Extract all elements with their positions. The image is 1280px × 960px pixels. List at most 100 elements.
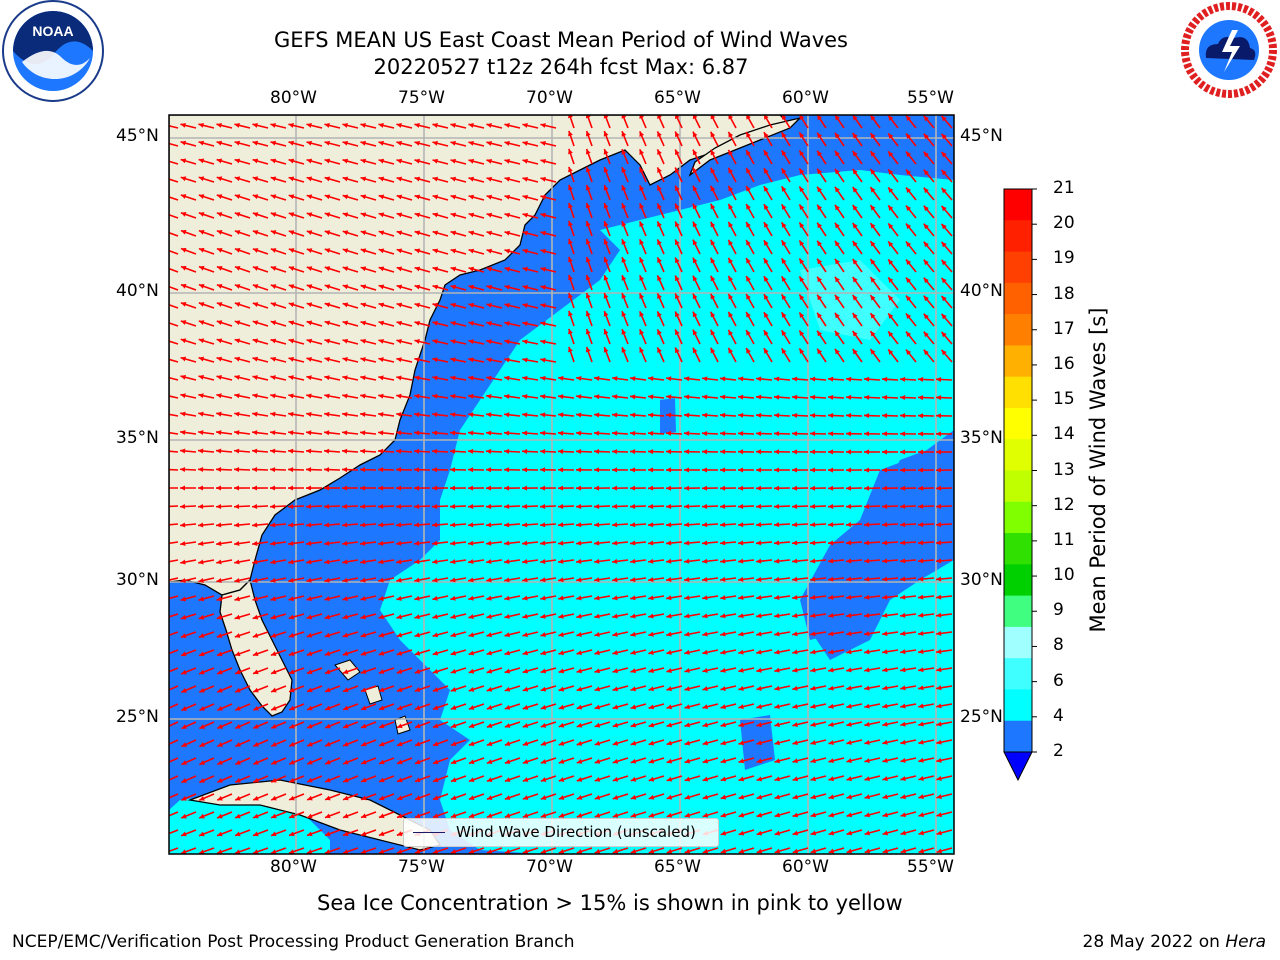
wave-arrow-head	[486, 723, 493, 728]
wave-arrow-head	[817, 348, 823, 355]
wave-arrow-head	[396, 123, 402, 128]
wave-arrow-head	[360, 650, 367, 656]
wave-arrow-head	[504, 284, 510, 290]
wave-arrow-head	[905, 241, 912, 247]
wave-arrow-head	[378, 140, 384, 146]
wave-arrow-head	[468, 849, 475, 854]
wave-arrow-head	[180, 485, 186, 491]
wave-arrow-head	[684, 776, 691, 782]
wave-arrow-head	[199, 706, 205, 711]
wave-arrow-head	[846, 667, 852, 673]
wave-arrow-head	[450, 375, 456, 381]
wave-arrow	[169, 847, 179, 853]
wave-arrow-head	[450, 559, 456, 565]
wave-arrow-head	[684, 848, 691, 854]
wave-arrow-head	[810, 594, 816, 600]
wave-arrow-head	[504, 795, 511, 800]
wave-arrow-head	[720, 776, 727, 782]
wave-arrow-head	[864, 558, 870, 564]
wave-arrow-head	[936, 757, 942, 763]
wave-arrow-head	[360, 375, 366, 381]
wave-arrow-head	[432, 230, 439, 236]
wave-arrow-head	[324, 194, 331, 200]
wave-arrow-head	[360, 302, 367, 308]
wave-arrow-head	[198, 485, 204, 491]
wave-arrow-head	[342, 284, 349, 290]
wave-arrow-head	[486, 266, 492, 272]
wave-arrow-head	[774, 704, 780, 709]
colorbar-label: 12	[1053, 494, 1075, 515]
wave-arrow-head	[585, 238, 591, 245]
wave-arrow-head	[522, 357, 528, 363]
wave-arrow-head	[288, 614, 295, 620]
wave-arrow-head	[621, 167, 627, 173]
wave-arrow-head	[253, 723, 259, 729]
wave-arrow-head	[882, 685, 888, 691]
wave-arrow-head	[870, 241, 876, 247]
wave-arrow-head	[630, 394, 636, 400]
wave-arrow-head	[216, 504, 222, 510]
wave-arrow-head	[720, 631, 726, 637]
wave-arrow-head	[396, 339, 402, 344]
wave-arrow-head	[199, 760, 205, 765]
wave-arrow-head	[774, 431, 780, 437]
wave-arrow-head	[522, 522, 528, 528]
wave-arrow-head	[692, 149, 698, 156]
wave-arrow-head	[306, 596, 312, 602]
wave-arrow-head	[234, 212, 241, 217]
colorbar-label: 14	[1053, 424, 1075, 445]
wave-arrow-head	[468, 686, 475, 692]
wave-arrow-head	[594, 394, 600, 400]
wave-arrow-head	[450, 759, 457, 765]
lon-tick-bottom: 65°W	[654, 857, 701, 877]
wave-arrow-head	[864, 685, 870, 691]
wave-arrow-head	[648, 613, 654, 619]
wave-arrow-head	[923, 241, 929, 248]
wave-arrow-head	[648, 794, 655, 800]
wave-arrow-head	[288, 194, 295, 200]
wave-arrow-head	[234, 158, 241, 164]
wave-arrow-head	[666, 704, 673, 710]
wave-arrow-head	[486, 194, 493, 200]
wave-arrow-head	[522, 503, 528, 509]
wave-arrow-head	[540, 248, 546, 254]
wave-arrow-head	[414, 266, 421, 272]
wave-arrow-head	[271, 669, 277, 675]
wave-arrow-head	[846, 649, 852, 655]
wave-arrow-head	[666, 503, 672, 509]
wave-arrow-head	[288, 230, 295, 235]
wave-arrow-head	[540, 141, 546, 146]
wave-arrow-head	[834, 294, 840, 301]
wave-arrow-head	[288, 485, 294, 491]
wave-arrow-head	[612, 522, 618, 528]
wave-arrow-head	[450, 284, 457, 290]
wave-arrow-head	[639, 203, 645, 209]
wave-arrow-head	[234, 248, 241, 253]
wave-arrow-head	[288, 375, 294, 381]
wave-arrow-head	[432, 248, 439, 254]
wave-arrow-head	[360, 430, 366, 436]
wave-arrow	[169, 757, 179, 763]
wave-arrow-head	[271, 741, 277, 747]
wave-arrow-head	[738, 812, 745, 818]
wave-arrow-head	[774, 485, 780, 491]
wave-arrow-head	[361, 777, 367, 783]
wave-arrow-head	[558, 449, 564, 455]
wave-arrow-head	[252, 158, 259, 164]
date-text: 28 May 2022 on	[1082, 932, 1220, 952]
wave-arrow-head	[558, 375, 564, 381]
wave-arrow-head	[702, 812, 709, 818]
wave-arrow-head	[781, 132, 787, 138]
wave-arrow-head	[378, 559, 384, 565]
wave-arrow-head	[306, 375, 312, 381]
wave-arrow-head	[594, 722, 601, 728]
wave-arrow-head	[504, 230, 511, 236]
wave-arrow	[169, 376, 179, 381]
wave-arrow-head	[710, 329, 716, 336]
wave-arrow-head	[923, 205, 929, 212]
wave-arrow-head	[576, 848, 583, 854]
wave-arrow-head	[342, 122, 348, 128]
wave-arrow-head	[648, 776, 655, 782]
wave-arrow-head	[568, 238, 573, 245]
wave-arrow-head	[870, 169, 876, 175]
